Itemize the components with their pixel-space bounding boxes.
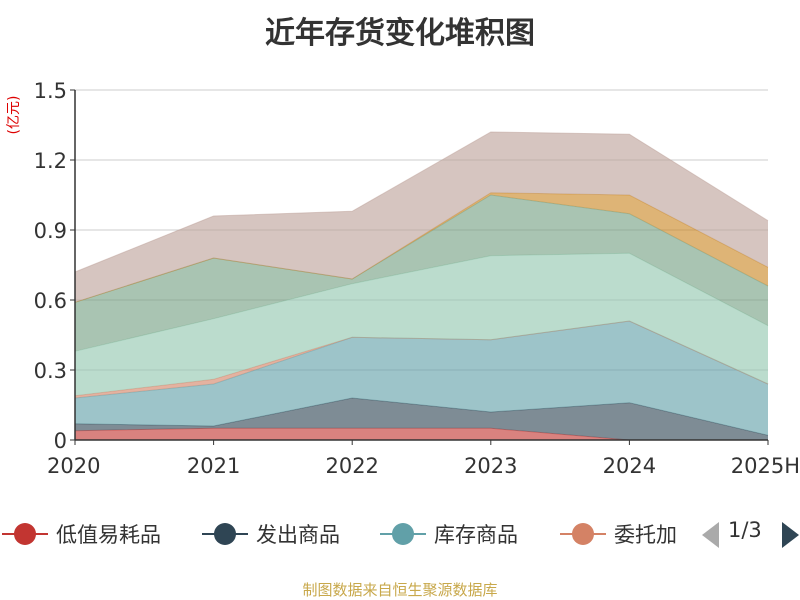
legend-item[interactable]: 委托加 (560, 514, 677, 554)
area-edge-合同履约成本 (74, 131, 769, 273)
legend-label: 库存商品 (434, 523, 518, 547)
legend-item[interactable]: 低值易耗品 (2, 514, 161, 554)
area-委托加工物资[interactable] (75, 321, 768, 398)
x-tick-label: 2025H (731, 454, 800, 478)
y-tick-label: 0 (54, 429, 67, 453)
area-合同履约成本[interactable] (75, 132, 768, 303)
x-tick-label: 2022 (325, 454, 378, 478)
y-tick-label: 0.9 (34, 219, 67, 243)
area-在产品[interactable] (75, 195, 768, 352)
legend-marker (202, 514, 248, 554)
y-tick-label: 0.6 (34, 289, 67, 313)
y-tick-label: 1.2 (34, 149, 67, 173)
area-发出商品[interactable] (75, 398, 768, 440)
legend-page-indicator: 1/3 (728, 518, 762, 542)
legend-item[interactable]: 库存商品 (380, 514, 518, 554)
data-source-note: 制图数据来自恒生聚源数据库 (302, 581, 498, 599)
y-tick-label: 0.3 (34, 359, 67, 383)
x-tick-label: 2020 (47, 454, 100, 478)
area-原材料[interactable] (75, 253, 768, 396)
legend-label: 低值易耗品 (56, 523, 161, 547)
legend-marker (2, 514, 48, 554)
x-tick-label: 2021 (187, 454, 240, 478)
axes: 0 0.3 0.6 0.9 1.2 1.5 2020 2021 2022 2023 2024 2025… (34, 79, 800, 478)
chart-title: 近年存货变化堆积图 (265, 16, 535, 51)
area-series (74, 131, 769, 441)
legend-prev-page-icon[interactable] (702, 522, 719, 548)
y-tick-label: 1.5 (34, 79, 67, 103)
stacked-area-chart: 0 0.3 0.6 0.9 1.2 1.5 2020 2021 2022 2023 2024 2025… (6, 79, 800, 478)
legend-next-page-icon[interactable] (782, 522, 799, 548)
legend-label: 委托加 (614, 523, 677, 547)
legend-marker (560, 514, 606, 554)
legend-label: 发出商品 (256, 523, 340, 547)
legend-marker (380, 514, 426, 554)
x-tick-label: 2024 (603, 454, 656, 478)
legend-item[interactable]: 发出商品 (202, 514, 340, 554)
area-库存商品[interactable] (75, 321, 768, 436)
x-tick-label: 2023 (464, 454, 517, 478)
legend: 低值易耗品 发出商品 库存商品 委托加 (0, 514, 800, 554)
y-axis-label: (亿元) (6, 96, 22, 135)
